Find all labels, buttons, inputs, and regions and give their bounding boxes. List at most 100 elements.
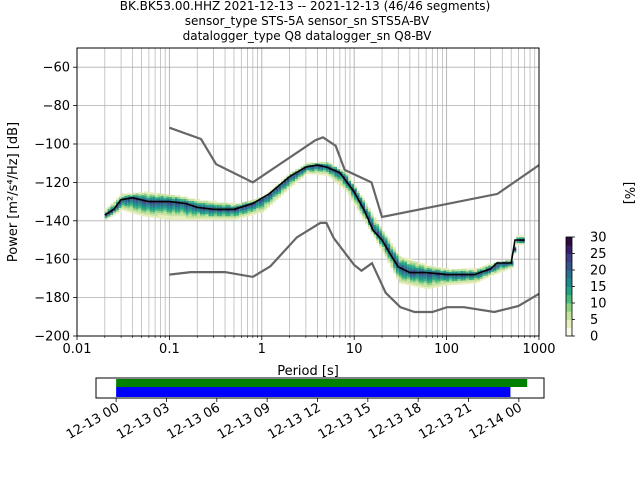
histogram-cell — [135, 204, 139, 207]
histogram-cell — [367, 224, 371, 228]
histogram-cell — [152, 207, 156, 211]
histogram-cell — [521, 240, 525, 244]
histogram-cell — [144, 197, 147, 200]
histogram-cell — [404, 259, 408, 262]
histogram-cell — [435, 277, 438, 280]
histogram-cell — [412, 268, 416, 272]
histogram-cell — [325, 167, 329, 171]
histogram-cell — [407, 277, 410, 280]
histogram-cell — [407, 279, 410, 282]
histogram-cell — [493, 264, 497, 267]
histogram-cell — [415, 261, 419, 265]
histogram-cell — [160, 207, 164, 210]
histogram-cell — [390, 264, 394, 267]
y-tick-label: −200 — [34, 330, 70, 345]
histogram-cell — [213, 217, 217, 221]
histogram-cell — [342, 179, 346, 182]
histogram-cell — [233, 214, 237, 217]
histogram-cell — [253, 212, 256, 215]
histogram-cell — [185, 210, 189, 213]
histogram-cell — [311, 166, 315, 169]
histogram-cell — [401, 262, 405, 265]
histogram-cell — [255, 208, 259, 211]
timeline-tick-label: 12-13 18 — [366, 400, 424, 442]
histogram-cell — [281, 183, 284, 186]
histogram-cell — [199, 210, 203, 213]
histogram-cell — [474, 279, 478, 282]
colorbar-tick-label: 20 — [590, 264, 607, 279]
histogram-cell — [272, 198, 276, 201]
histogram-cell — [303, 169, 307, 173]
histogram-cell — [387, 247, 391, 250]
histogram-cell — [418, 283, 422, 286]
histogram-cell — [160, 214, 164, 218]
histogram-cell — [222, 202, 226, 205]
histogram-cell — [300, 166, 304, 169]
histogram-cell — [255, 202, 259, 205]
histogram-cell — [496, 267, 500, 270]
chart-title-line-3: datalogger_type Q8 datalogger_sn Q8-BV — [183, 29, 433, 43]
histogram-cell — [446, 277, 450, 280]
histogram-cell — [188, 210, 192, 213]
histogram-cell — [174, 198, 178, 201]
histogram-cell — [171, 214, 175, 217]
histogram-cell — [191, 210, 195, 213]
histogram-cell — [320, 173, 324, 176]
histogram-cell — [241, 211, 245, 215]
histogram-cell — [202, 217, 206, 221]
histogram-cell — [185, 212, 189, 215]
histogram-cell — [213, 202, 217, 205]
histogram-cell — [395, 269, 399, 272]
histogram-cell — [331, 176, 335, 179]
histogram-cell — [328, 169, 332, 173]
histogram-cell — [317, 171, 321, 174]
histogram-cell — [370, 216, 374, 219]
histogram-cell — [132, 203, 136, 207]
histogram-cell — [387, 253, 391, 256]
histogram-cell — [199, 217, 203, 221]
histogram-cell — [381, 235, 385, 238]
histogram-cell — [474, 271, 478, 274]
histogram-cell — [339, 182, 343, 186]
histogram-cell — [208, 202, 212, 205]
histogram-cell — [236, 209, 240, 212]
histogram-cell — [144, 210, 147, 213]
histogram-cell — [146, 203, 150, 206]
histogram-cell — [437, 275, 441, 278]
histogram-cell — [188, 217, 192, 221]
histogram-cell — [163, 213, 167, 216]
histogram-cell — [216, 210, 220, 213]
colorbar-segment — [566, 270, 572, 279]
histogram-cell — [334, 180, 338, 183]
noise-models — [169, 126, 540, 314]
histogram-cell — [421, 276, 424, 279]
histogram-cell — [446, 279, 450, 282]
histogram-cell — [491, 267, 494, 270]
histogram-cell — [247, 212, 251, 215]
histogram-cell — [149, 197, 153, 201]
histogram-cell — [320, 171, 324, 174]
histogram-cell — [239, 216, 242, 219]
histogram-cell — [278, 181, 282, 185]
histogram-cell — [199, 212, 203, 215]
histogram-cell — [404, 257, 408, 260]
histogram-cell — [213, 214, 217, 217]
histogram-cell — [339, 179, 343, 182]
histogram-cell — [365, 208, 368, 211]
histogram-cell — [141, 204, 145, 207]
histogram-cell — [144, 193, 147, 196]
histogram-cell — [180, 204, 184, 207]
colorbar-tick-label: 30 — [590, 231, 607, 246]
histogram-cell — [283, 190, 287, 193]
histogram-cell — [244, 201, 248, 204]
histogram-cell — [384, 248, 388, 251]
histogram-cell — [267, 197, 270, 200]
histogram-cell — [272, 196, 276, 199]
histogram-cell — [351, 183, 354, 186]
histogram-cell — [191, 212, 195, 215]
histogram-cell — [166, 217, 170, 220]
histogram-cell — [124, 201, 128, 204]
histogram-cell — [174, 204, 178, 207]
histogram-cell — [247, 208, 251, 211]
histogram-cell — [320, 169, 324, 172]
